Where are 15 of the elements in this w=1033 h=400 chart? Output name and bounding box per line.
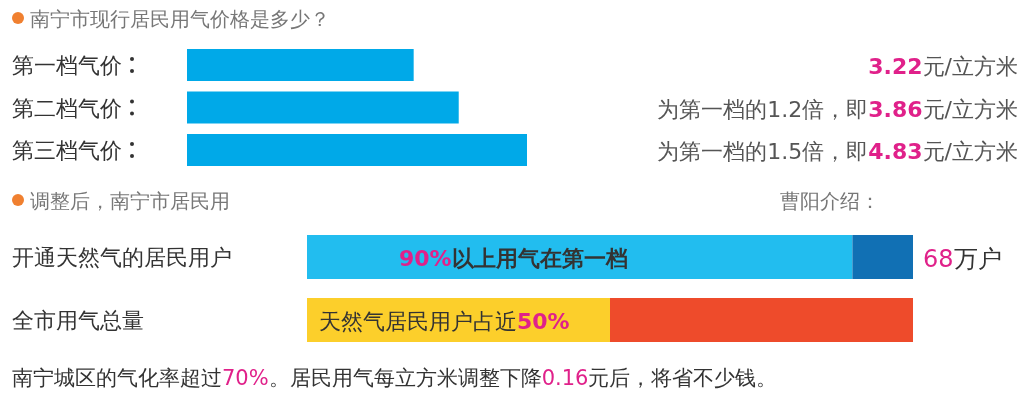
chart-title: 南宁市现行居民用气价格是多少？: [30, 7, 330, 31]
annotation: 68万户: [923, 245, 1002, 273]
y-tick-label: 全市用气总量: [12, 308, 144, 333]
y-tick-label: 第一档气价: [12, 53, 122, 78]
data-label: 3.22元/立方米: [868, 54, 1018, 79]
text: 曹阳介绍：: [780, 189, 880, 213]
data-label: 天然气居民用户占近50%: [319, 309, 570, 334]
data-label: 为第一档的1.2倍，即3.86元/立方米: [657, 96, 1018, 122]
text: 调整后，南宁市居民用: [30, 189, 230, 213]
data-label: 为第一档的1.5倍，即4.83元/立方米: [657, 139, 1018, 164]
y-tick-label: 第三档气价: [12, 138, 122, 163]
y-tick-label: 第二档气价: [12, 95, 122, 121]
text: 南宁城区的气化率超过70%。居民用气每立方米调整下降0.16元后，将省不少钱。: [12, 366, 778, 390]
y-tick-label: 开通天然气的居民用户: [12, 245, 232, 270]
data-label: 90%以上用气在第一档: [399, 246, 628, 271]
